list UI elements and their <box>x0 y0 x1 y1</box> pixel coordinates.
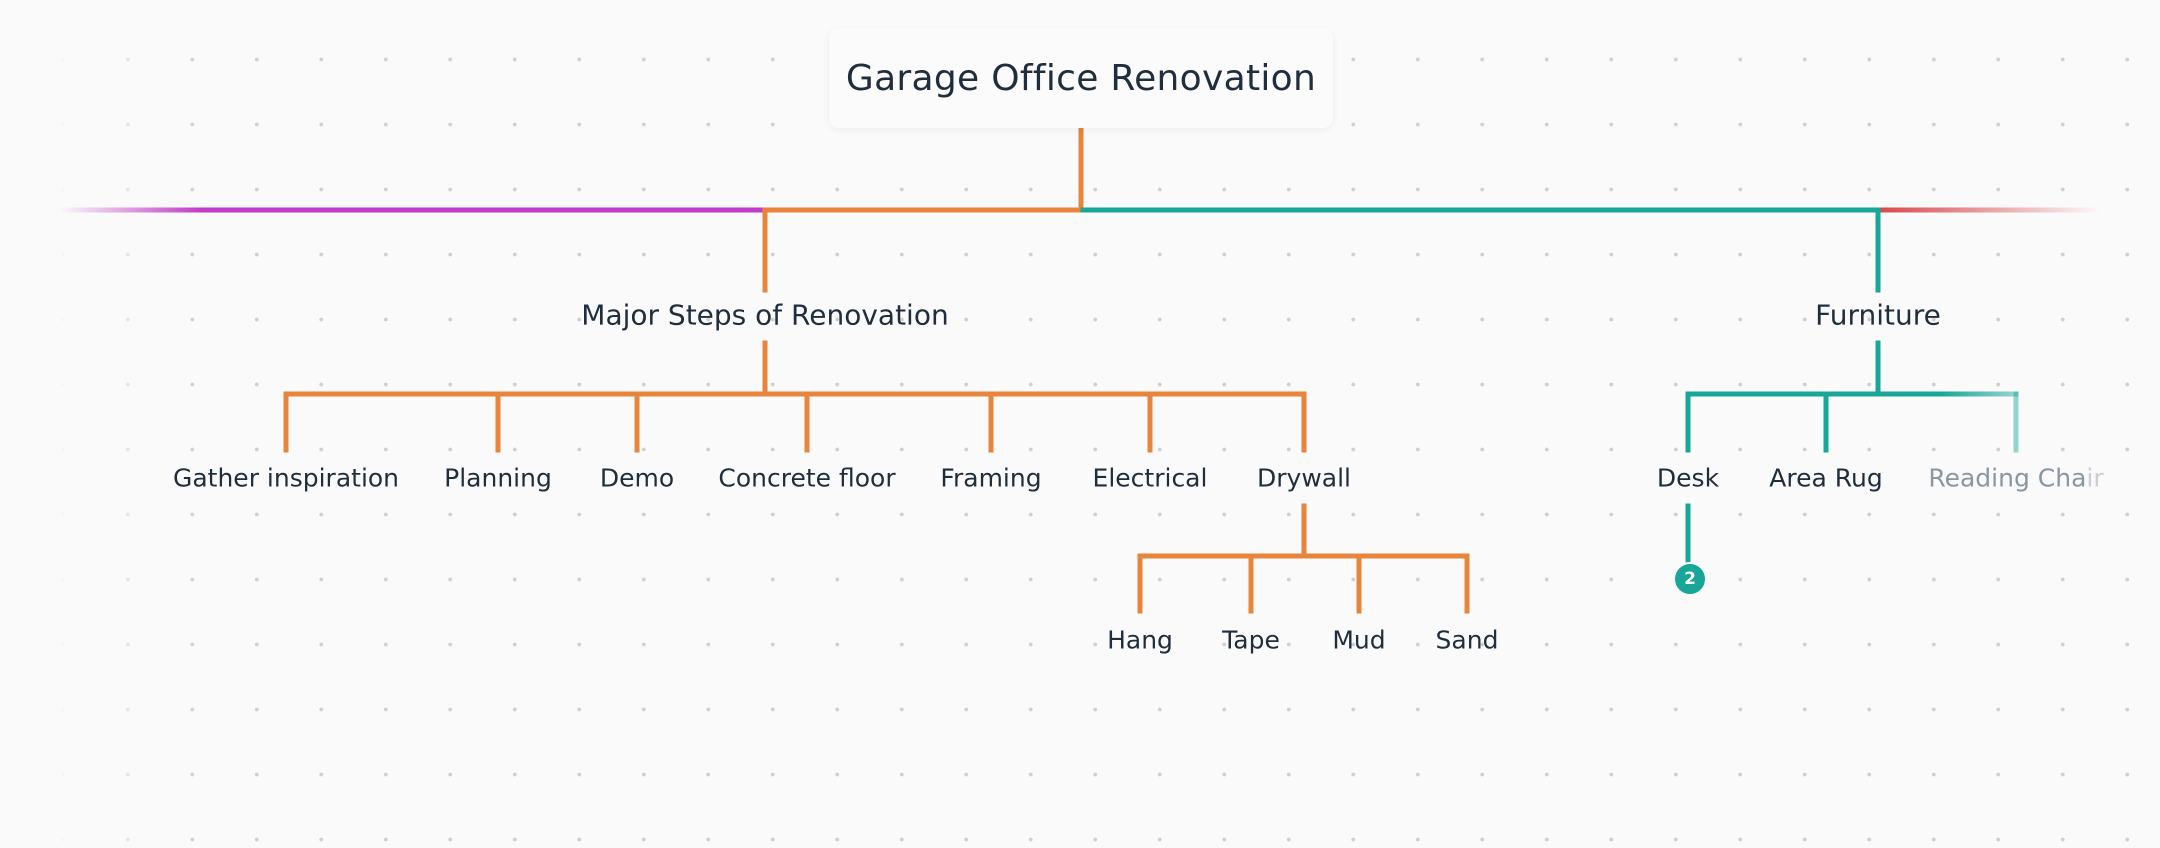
topic-drywall[interactable]: Drywall <box>1257 463 1351 493</box>
topic-hang[interactable]: Hang <box>1107 625 1173 655</box>
topic-sand[interactable]: Sand <box>1435 625 1499 655</box>
topic-furniture[interactable]: Furniture <box>1815 298 1941 332</box>
topic-reading-chair[interactable]: Reading Chair <box>1928 464 2103 493</box>
topic-gather-inspiration[interactable]: Gather inspiration <box>172 463 400 493</box>
topic-electrical[interactable]: Electrical <box>1092 463 1208 493</box>
topic-demo[interactable]: Demo <box>599 463 675 493</box>
topic-planning[interactable]: Planning <box>444 463 552 493</box>
topic-area-rug[interactable]: Area Rug <box>1769 463 1883 493</box>
reading-chair-text-faded: ir <box>2086 463 2104 493</box>
root-topic[interactable]: Garage Office Renovation <box>829 28 1333 128</box>
desk-collapsed-count-badge[interactable]: 2 <box>1673 562 1707 596</box>
reading-chair-text: Reading Cha <box>1928 463 2087 493</box>
topic-desk[interactable]: Desk <box>1656 463 1720 493</box>
topic-major-steps[interactable]: Major Steps of Renovation <box>581 298 949 332</box>
topic-tape[interactable]: Tape <box>1222 625 1280 655</box>
topic-concrete-floor[interactable]: Concrete floor <box>718 463 896 493</box>
topic-mud[interactable]: Mud <box>1332 625 1386 655</box>
root-topic-title: Garage Office Renovation <box>845 57 1317 99</box>
topic-framing[interactable]: Framing <box>940 463 1042 493</box>
